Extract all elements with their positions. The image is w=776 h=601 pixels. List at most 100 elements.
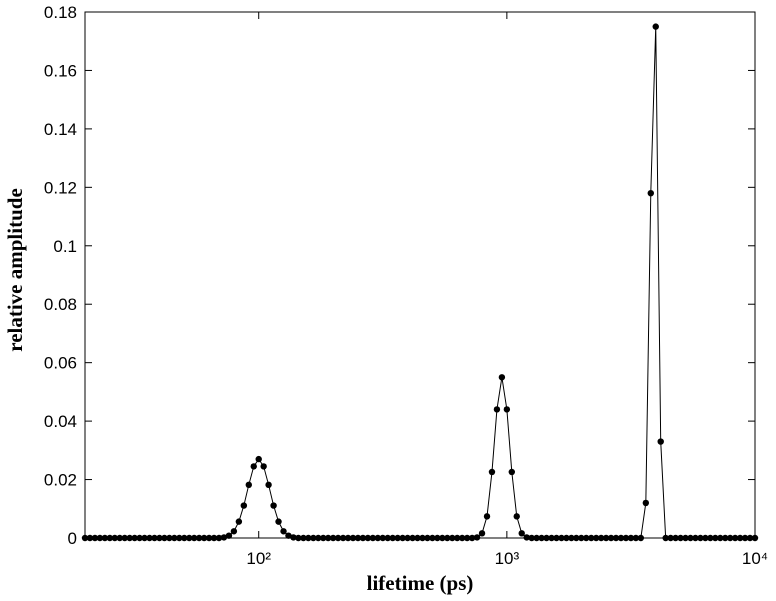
data-point: [96, 534, 104, 542]
y-tick-label: 0.12: [44, 178, 77, 197]
data-point: [672, 534, 679, 542]
data-point: [692, 534, 699, 542]
data-point: [612, 534, 620, 542]
data-point: [379, 534, 386, 542]
data-point: [300, 534, 307, 542]
data-point: [731, 534, 739, 542]
data-point: [146, 534, 153, 542]
data-point: [578, 534, 585, 542]
data-point: [245, 481, 252, 489]
data-point: [195, 534, 203, 542]
data-point: [190, 534, 198, 542]
data-point: [627, 534, 635, 542]
data-point: [210, 534, 218, 542]
data-point: [171, 534, 178, 542]
y-tick-label: 0.14: [44, 120, 77, 139]
data-point: [310, 534, 317, 542]
data-point: [111, 534, 118, 542]
data-point: [632, 534, 640, 542]
data-point: [354, 534, 362, 542]
data-point: [667, 534, 674, 542]
data-point: [622, 534, 630, 542]
data-point: [543, 534, 550, 542]
data-point: [424, 534, 431, 542]
data-point: [270, 502, 277, 509]
y-tick-label: 0.04: [44, 412, 77, 431]
data-point: [682, 534, 689, 542]
data-point: [161, 534, 168, 542]
data-point: [597, 534, 605, 542]
data-point: [503, 406, 511, 413]
data-point: [592, 534, 600, 542]
data-point: [662, 534, 669, 542]
data-point: [374, 534, 382, 542]
data-point: [722, 534, 729, 542]
data-point: [751, 534, 759, 542]
data-point: [434, 534, 441, 542]
data-point: [741, 534, 749, 542]
data-point: [553, 534, 560, 542]
data-point: [473, 534, 481, 541]
data-point: [320, 534, 327, 542]
data-point: [329, 534, 337, 542]
data-point: [275, 518, 282, 525]
data-point: [339, 534, 347, 542]
data-point: [414, 534, 421, 542]
data-point: [334, 534, 342, 542]
data-point: [588, 534, 595, 542]
data-point: [538, 534, 545, 542]
data-point: [419, 534, 426, 542]
data-point: [285, 532, 292, 539]
data-point: [518, 530, 525, 537]
data-point: [647, 189, 654, 197]
data-point: [305, 534, 312, 542]
data-point: [717, 534, 724, 542]
y-tick-label: 0.16: [44, 61, 77, 80]
data-point: [131, 534, 138, 542]
data-point: [101, 534, 109, 542]
data-point: [454, 534, 461, 542]
plot-frame: [84, 11, 756, 539]
data-point: [707, 534, 714, 542]
data-point: [409, 534, 416, 542]
data-point: [429, 534, 436, 542]
y-tick-label: 0.02: [44, 471, 77, 490]
data-point: [136, 534, 143, 542]
data-point: [513, 513, 520, 520]
y-tick-label: 0.18: [44, 3, 77, 22]
data-point: [404, 534, 411, 542]
data-point: [478, 530, 486, 537]
data-point: [235, 518, 243, 525]
data-point: [697, 534, 704, 542]
data-point: [121, 534, 128, 542]
data-point: [652, 23, 659, 30]
data-point: [181, 534, 188, 542]
data-point: [702, 534, 709, 542]
data-point: [86, 534, 94, 542]
data-point: [712, 534, 719, 542]
data-point: [220, 534, 228, 541]
data-point: [265, 481, 272, 489]
data-point: [200, 534, 208, 542]
data-point: [399, 534, 406, 542]
data-point: [349, 534, 357, 542]
data-point: [315, 534, 322, 542]
data-point: [528, 534, 535, 542]
data-point: [176, 534, 183, 542]
x-tick-label: 10²: [246, 549, 271, 568]
data-point: [444, 534, 451, 542]
data-point: [106, 534, 114, 542]
data-point: [488, 468, 496, 476]
data-point: [260, 463, 267, 470]
data-point: [394, 534, 401, 542]
data-point: [250, 463, 257, 470]
y-tick-label: 0.1: [53, 237, 77, 256]
data-point: [617, 534, 625, 542]
data-point: [657, 438, 664, 445]
data-point: [91, 534, 99, 542]
data-point: [156, 534, 163, 542]
data-point: [215, 534, 223, 542]
y-tick-label: 0: [68, 529, 77, 548]
data-point: [458, 534, 466, 542]
